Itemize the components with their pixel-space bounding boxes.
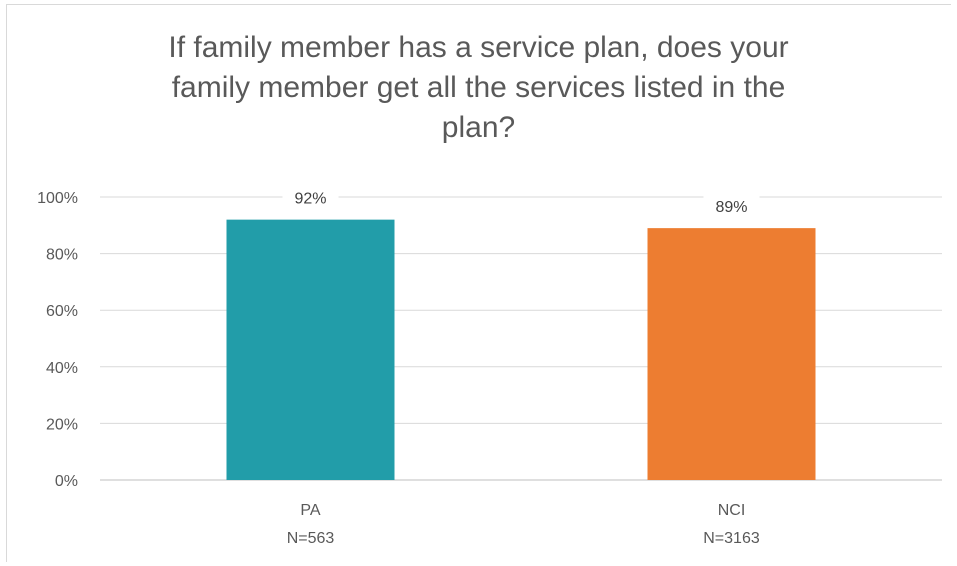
chart-frame [6, 4, 951, 562]
y-tick-label: 80% [46, 247, 78, 264]
bar [647, 228, 816, 480]
data-label: 92% [294, 191, 326, 208]
y-tick-label: 100% [37, 190, 78, 207]
bar [226, 219, 395, 480]
y-tick-label: 0% [55, 473, 78, 490]
data-label-background [282, 185, 339, 210]
y-tick-label: 20% [46, 416, 78, 433]
x-tick-label: NCI [718, 502, 746, 519]
y-tick-label: 60% [46, 303, 78, 320]
x-tick-sublabel: N=3163 [703, 530, 760, 547]
chart-title: If family member has a service plan, doe… [168, 31, 789, 144]
x-tick-sublabel: N=563 [287, 530, 335, 547]
y-tick-label: 40% [46, 360, 78, 377]
data-label-background [703, 194, 760, 219]
x-tick-label: PA [300, 502, 320, 519]
data-label: 89% [715, 199, 747, 216]
